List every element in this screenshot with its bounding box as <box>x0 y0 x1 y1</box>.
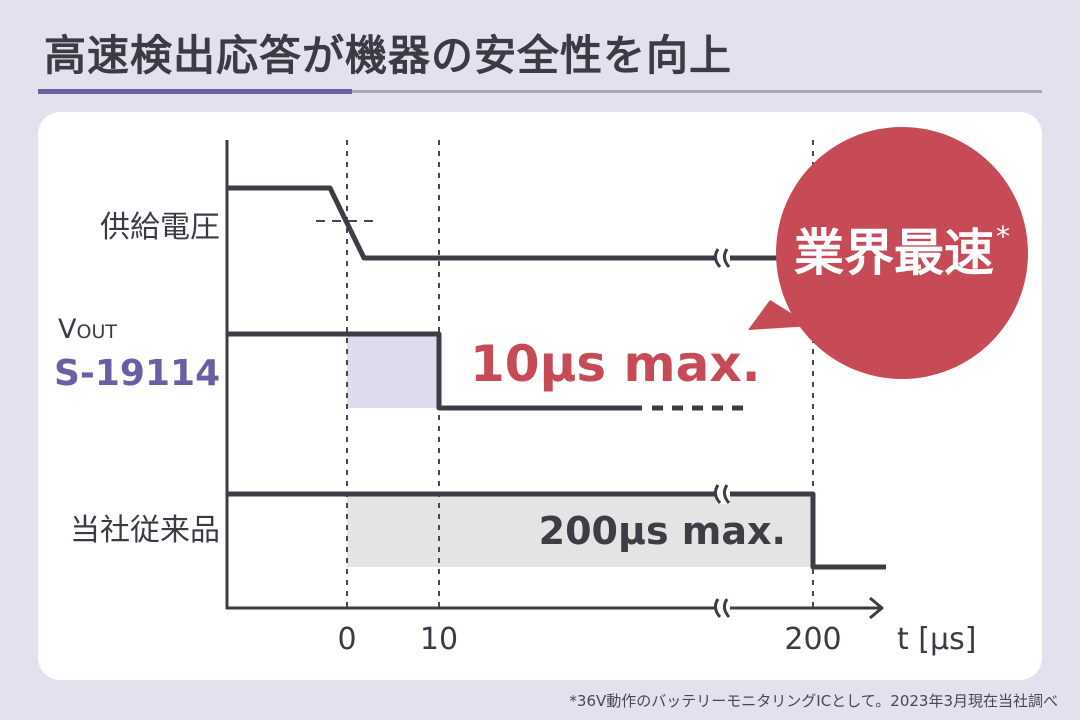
supply-voltage-waveform <box>227 185 880 261</box>
fast-response-time-value: 10µs max. <box>470 335 761 393</box>
badge-tail <box>748 300 812 330</box>
badge-asterisk: * <box>996 220 1010 253</box>
axis-unit-label: t [µs] <box>897 622 976 657</box>
product-name-label: S-19114 <box>54 353 220 394</box>
vout-label-subscript: OUT <box>76 321 117 343</box>
title-underline-accent <box>38 89 352 94</box>
slow-response-shade <box>347 496 813 567</box>
tick-label-200: 200 <box>784 622 841 657</box>
footnote: *36V動作のバッテリーモニタリングICとして。2023年3月現在当社調べ <box>569 692 1058 710</box>
page-title: 高速検出応答が機器の安全性を向上 <box>44 31 733 80</box>
s19114-output-waveform <box>227 331 642 411</box>
fastest-badge: 業界最速 * <box>748 127 1028 379</box>
tick-label-0: 0 <box>337 622 356 657</box>
fast-response-shade <box>347 334 439 408</box>
fast-response-time-label: 10µs max. <box>470 335 761 393</box>
vout-label-v: V <box>58 314 77 345</box>
x-axis-arrow <box>869 596 884 620</box>
break-marks <box>713 248 731 618</box>
axis-break-icon <box>713 598 731 618</box>
supply-break-icon <box>713 248 731 268</box>
conventional-output-waveform <box>227 491 886 570</box>
tick-label-10: 10 <box>420 622 458 657</box>
title-underline <box>352 90 1042 93</box>
badge-circle <box>776 127 1028 379</box>
slow-response-time-label: 200µs max. <box>539 509 786 553</box>
badge-text: 業界最速 <box>794 224 994 282</box>
axes <box>225 140 884 620</box>
conventional-break-icon <box>713 484 731 504</box>
conventional-product-label: 当社従来品 <box>70 513 220 548</box>
waveforms <box>227 185 886 570</box>
supply-voltage-label: 供給電圧 <box>100 210 220 245</box>
vout-label: VOUT <box>58 314 117 345</box>
